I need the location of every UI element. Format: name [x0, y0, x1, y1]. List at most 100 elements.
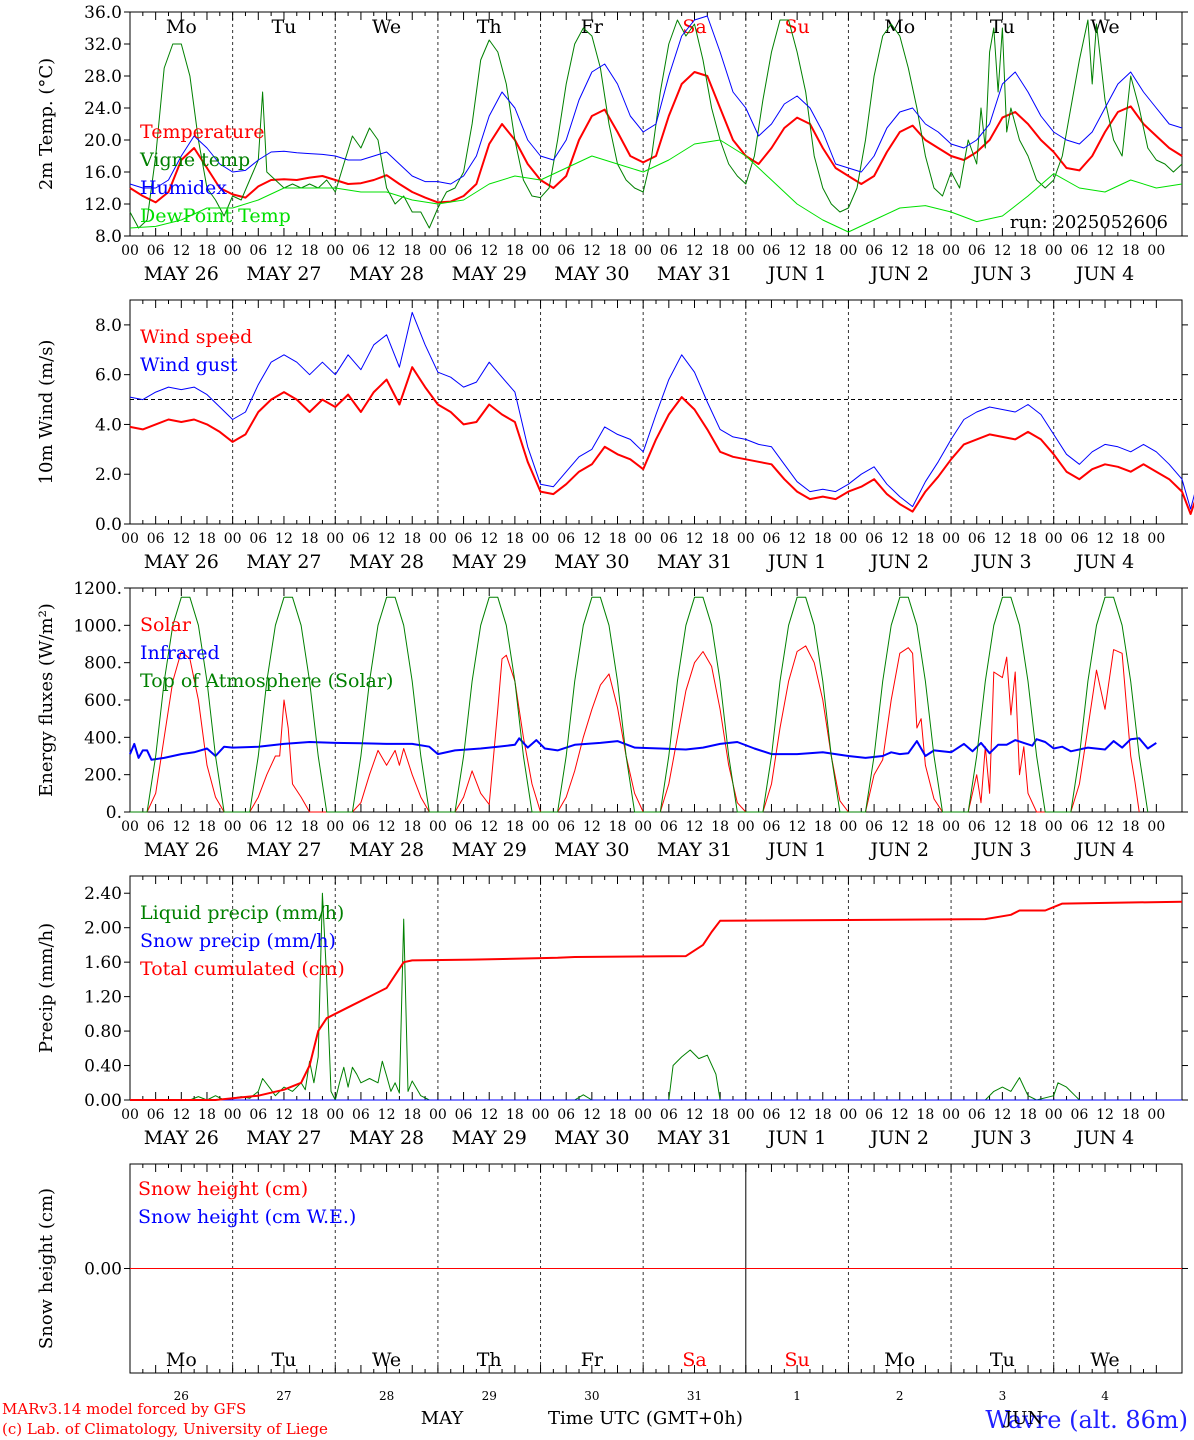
x-hour-label: 18	[1019, 1107, 1037, 1123]
series-line-dewpoint-temp	[129, 139, 1183, 233]
weekday-label: We	[1090, 1349, 1119, 1371]
x-hour-label: 00	[121, 1107, 139, 1123]
x-hour-label: 00	[121, 531, 139, 547]
panel-snow: 0.00 Snow height (cm) Mo Tu We Th Fr Sa Su Mo Tu We…	[36, 1163, 1188, 1429]
y-tick-label: 4.0	[95, 415, 122, 435]
x-hour-label: 06	[865, 819, 883, 835]
weekday-label: Tu	[990, 1349, 1015, 1371]
legend-entry: Vigne temp	[139, 149, 250, 171]
x-date-label: JUN 2	[869, 839, 929, 861]
y-tick-label: 400.	[84, 728, 122, 748]
x-hour-label: 00	[532, 531, 550, 547]
y-tick-label: 0.0	[95, 515, 122, 535]
x-hour-label: 12	[275, 1107, 293, 1123]
x-hour-label: 06	[1070, 819, 1088, 835]
y-tick-label: 20.0	[84, 131, 122, 151]
legend-entry: Infrared	[140, 642, 220, 664]
x-hour-label: 06	[249, 1107, 267, 1123]
legend-entry: Top of Atmosphere (Solar)	[140, 670, 393, 692]
y-tick-label: 600.	[84, 691, 122, 711]
x-date-label: MAY 28	[349, 551, 424, 573]
x-date-label: MAY 31	[657, 1127, 732, 1149]
x-hour-label: 06	[763, 531, 781, 547]
x-date-label: MAY 28	[349, 1127, 424, 1149]
x-date-label: JUN 1	[766, 1127, 826, 1149]
legend-entry: Snow precip (mm/h)	[140, 930, 336, 952]
x-hour-label: 00	[1147, 1107, 1165, 1123]
series-line-wind-speed	[129, 366, 1194, 515]
x-hour-label: 00	[737, 531, 755, 547]
y-tick-label: 200.	[84, 766, 122, 786]
x-date-label: MAY 26	[144, 263, 219, 285]
panel-temperature: 8.0 12.0 16.0 20.0 24.0 28.0 32.0 36.0 2m Temp. …	[36, 3, 1188, 285]
x-hour-label: 00	[634, 243, 652, 259]
weekday-label: Mo	[884, 1349, 915, 1371]
x-hour-label: 00	[840, 243, 858, 259]
x-hour-label: 18	[917, 819, 935, 835]
series-line-vigne-temp	[129, 19, 1183, 229]
y-tick-label: 2.00	[84, 919, 122, 939]
x-hour-label: 00	[532, 819, 550, 835]
x-date-label: MAY 30	[554, 551, 629, 573]
y-axis-title: Snow height (cm)	[36, 1188, 57, 1349]
x-hour-label: 12	[891, 243, 909, 259]
x-hour-label: 12	[172, 243, 190, 259]
x-hour-label: 00	[1045, 243, 1063, 259]
x-date-label: JUN 4	[1074, 263, 1134, 285]
x-date-label: MAY 31	[657, 263, 732, 285]
x-date-label: MAY 28	[349, 839, 424, 861]
x-hour-label: 12	[993, 531, 1011, 547]
x-hour-label: 12	[172, 531, 190, 547]
y-tick-label: 6.0	[95, 366, 122, 386]
y-tick-label: 8.0	[95, 227, 122, 247]
x-hour-label: 12	[172, 819, 190, 835]
x-hour-label: 18	[403, 1107, 421, 1123]
x-hour-label: 18	[301, 819, 319, 835]
x-hour-label: 18	[1019, 243, 1037, 259]
legend-entry: Wind speed	[140, 326, 252, 348]
legend-entry: Liquid precip (mm/h)	[140, 902, 344, 924]
x-hour-label: 18	[198, 819, 216, 835]
x-hour-label: 18	[917, 1107, 935, 1123]
x-day-number: 3	[999, 1389, 1007, 1403]
x-hour-label: 18	[1122, 531, 1140, 547]
weekday-label: Tu	[271, 1349, 296, 1371]
x-date-label: JUN 3	[971, 1127, 1031, 1149]
x-hour-label: 06	[660, 531, 678, 547]
x-date-label: JUN 4	[1074, 839, 1134, 861]
x-hour-label: 06	[455, 819, 473, 835]
y-tick-label: 36.0	[84, 3, 122, 23]
series-line-infrared	[129, 737, 1157, 761]
x-hour-label: 00	[942, 531, 960, 547]
x-hour-label: 06	[968, 1107, 986, 1123]
x-hour-label: 00	[634, 1107, 652, 1123]
x-date-label: MAY 31	[657, 839, 732, 861]
weekday-label: Tu	[990, 16, 1015, 38]
series-line-top-of-atmosphere-solar	[130, 596, 1149, 813]
credit-line-2: (c) Lab. of Climatology, University of L…	[2, 1420, 328, 1438]
x-hour-label: 18	[198, 1107, 216, 1123]
x-hour-label: 12	[686, 1107, 704, 1123]
x-hour-label: 18	[711, 243, 729, 259]
x-hour-label: 06	[249, 531, 267, 547]
x-hour-label: 18	[301, 243, 319, 259]
x-hour-label: 12	[1096, 1107, 1114, 1123]
x-hour-label: 18	[711, 819, 729, 835]
x-hour-label: 18	[506, 1107, 524, 1123]
panel-precip: 0.00 0.40 0.80 1.20 1.60 2.00 2.40 Precip (mm/h…	[36, 875, 1188, 1149]
x-hour-label: 06	[352, 819, 370, 835]
x-hour-label: 00	[1045, 819, 1063, 835]
weekday-label: Su	[784, 1349, 809, 1371]
x-date-label: MAY 26	[144, 1127, 219, 1149]
x-hour-label: 06	[352, 531, 370, 547]
x-hour-label: 06	[763, 1107, 781, 1123]
x-hour-label: 12	[686, 531, 704, 547]
x-hour-label: 12	[993, 243, 1011, 259]
legend-entry: Wind gust	[140, 354, 238, 376]
legend-entry: Snow height (cm)	[138, 1178, 308, 1200]
x-month-label: JUN	[1003, 1408, 1043, 1429]
x-hour-label: 12	[378, 531, 396, 547]
x-hour-label: 06	[865, 1107, 883, 1123]
legend-entry: DewPoint Temp	[140, 205, 291, 227]
